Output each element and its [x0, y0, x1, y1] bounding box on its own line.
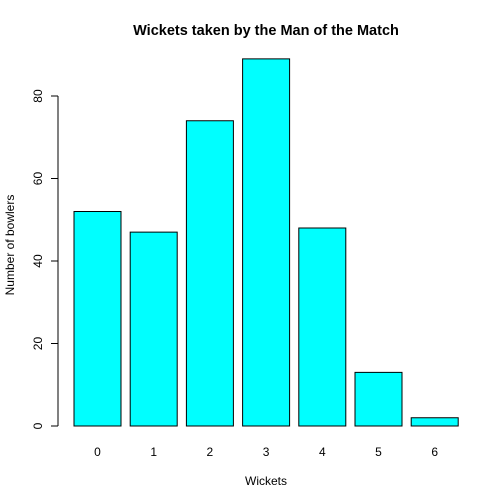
- x-axis-tick-labels: 0 1 2 3 4 5 6: [94, 445, 438, 459]
- bar-2: [185, 120, 234, 427]
- y-axis: 0 20 40 60 80: [31, 89, 59, 429]
- bar-4: [298, 227, 347, 427]
- x-axis-tick-label: 2: [207, 445, 214, 459]
- x-axis-tick-label: 3: [263, 445, 270, 459]
- bar-5: [354, 371, 403, 427]
- bar-3: [242, 58, 291, 427]
- x-axis-tick-label: 1: [150, 445, 157, 459]
- y-axis-tick-label: 20: [31, 337, 45, 351]
- bar-0: [73, 211, 122, 427]
- x-axis-tick-label: 6: [431, 445, 438, 459]
- bar-1: [129, 231, 178, 427]
- x-axis-tick-label: 0: [94, 445, 101, 459]
- y-axis-tick-label: 0: [31, 422, 45, 429]
- y-axis-tick-label: 40: [31, 254, 45, 268]
- chart-title: Wickets taken by the Man of the Match: [133, 23, 399, 39]
- bar-6: [410, 417, 459, 427]
- x-axis-tick-label: 4: [319, 445, 326, 459]
- y-axis-tick-label: 80: [31, 89, 45, 103]
- bars: [73, 58, 459, 427]
- x-axis-label: Wickets: [245, 474, 287, 488]
- x-axis-tick-label: 5: [375, 445, 382, 459]
- y-axis-tick-label: 60: [31, 172, 45, 186]
- y-axis-label: Number of bowlers: [3, 195, 17, 296]
